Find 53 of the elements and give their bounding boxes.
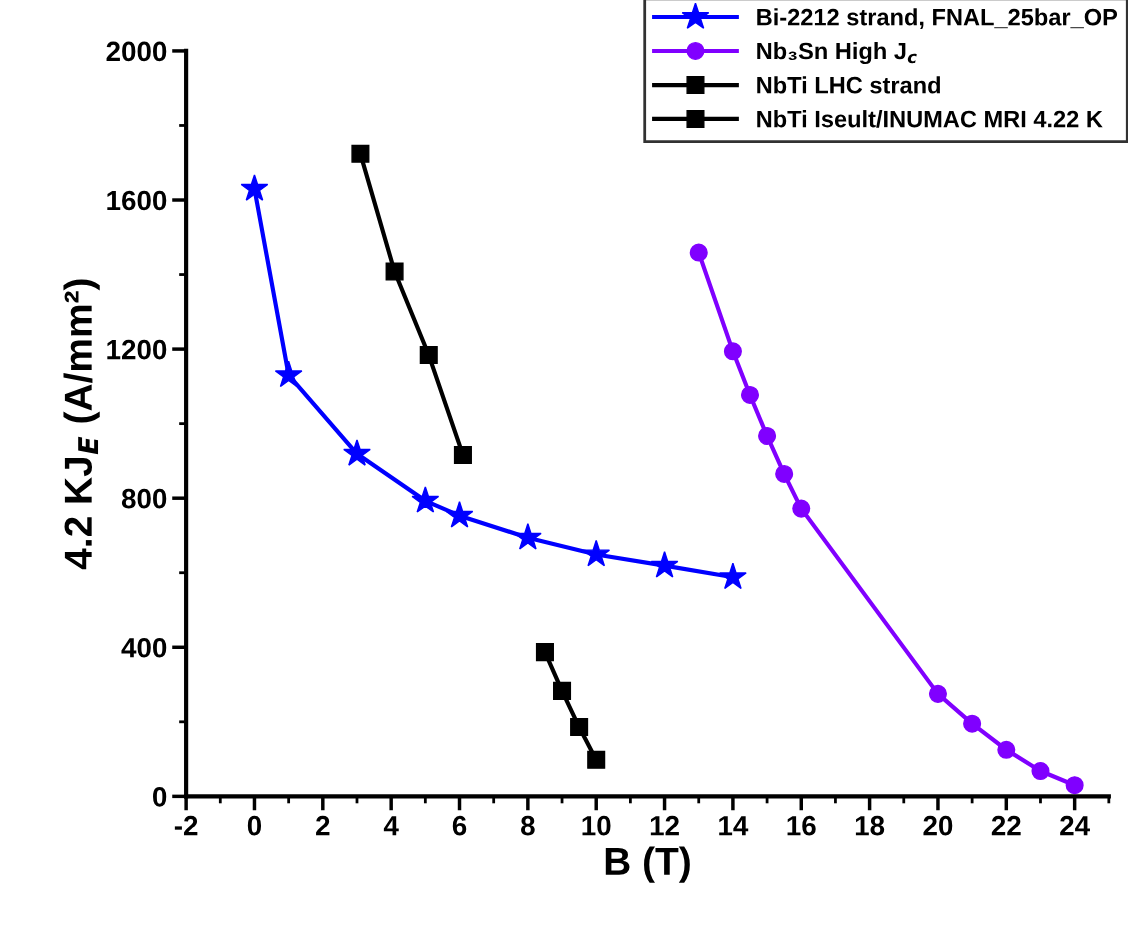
point <box>351 144 370 163</box>
point <box>385 262 404 281</box>
legend-label: Bi-2212 strand, FNAL_25bar_OP <box>757 8 1118 29</box>
x-tick-label: 24 <box>1060 815 1090 836</box>
y-tick-label: 800 <box>121 488 167 509</box>
legend-label: Nb₃Sn High J$_{c}$ <box>757 42 917 65</box>
point <box>650 551 679 578</box>
point <box>587 750 606 769</box>
point <box>582 539 611 567</box>
y-tick-label: 1600 <box>107 190 167 211</box>
point <box>1031 761 1050 781</box>
point <box>775 464 794 483</box>
point <box>274 360 303 388</box>
x-tick-label: 20 <box>923 815 953 836</box>
point <box>719 562 747 590</box>
point <box>343 439 371 466</box>
point <box>419 346 438 365</box>
point <box>689 243 708 262</box>
y-axis-title: 4.2 KJ$_{E}$ (A/mm²) <box>63 279 100 570</box>
x-tick-label: 10 <box>582 815 611 836</box>
point <box>453 445 472 464</box>
y-tick-label: 1200 <box>107 339 167 360</box>
x-tick-label: 22 <box>991 815 1021 836</box>
point <box>445 501 474 528</box>
x-tick-label: 18 <box>855 815 885 836</box>
point <box>792 499 811 518</box>
point <box>723 342 742 361</box>
x-tick-label: 16 <box>787 815 816 836</box>
point <box>411 486 440 513</box>
x-axis-title: B (T) <box>605 846 690 883</box>
y-tick-label: 2000 <box>106 41 167 62</box>
point <box>758 426 777 445</box>
y-tick-label: 0 <box>153 787 167 807</box>
x-tick-label: 2 <box>316 815 330 836</box>
point <box>740 385 760 404</box>
x-tick-label: 0 <box>247 815 262 836</box>
x-tick-label: -2 <box>174 815 198 836</box>
y-tick-label: 400 <box>121 637 167 658</box>
point <box>553 681 572 700</box>
legend-label: NbTi Iseult/INUMAC MRI 4.22 K <box>757 110 1103 128</box>
x-tick-label: 8 <box>521 815 535 836</box>
point <box>1065 776 1084 795</box>
legend-label: NbTi LHC strand <box>757 76 940 94</box>
point <box>997 740 1016 759</box>
point <box>535 643 554 662</box>
point <box>570 718 589 737</box>
point <box>240 174 269 201</box>
x-tick-label: 4 <box>383 816 399 836</box>
x-tick-label: 12 <box>650 815 679 836</box>
x-tick-label: 6 <box>452 815 467 836</box>
x-tick-label: 14 <box>719 816 749 836</box>
point <box>963 714 982 733</box>
point <box>928 684 947 703</box>
